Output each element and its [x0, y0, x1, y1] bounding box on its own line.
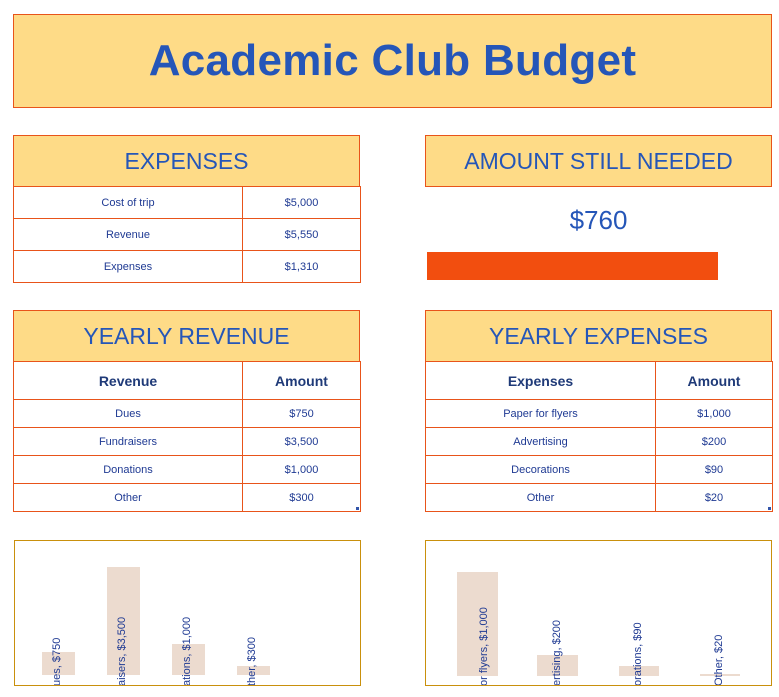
table-row: Advertising $200: [425, 427, 773, 456]
amount-needed-progress-bar: [427, 252, 718, 280]
chart-data-label: ertising, $200: [551, 619, 563, 686]
yearly-expenses-title: YEARLY EXPENSES: [488, 322, 709, 349]
table-header-row: Expenses Amount: [425, 361, 773, 400]
row-value[interactable]: $20: [655, 483, 773, 512]
revenue-bar-chart[interactable]: ues, $750 aisers, $3,500 ations, $1,000 …: [14, 540, 361, 686]
page-title: Academic Club Budget: [148, 36, 637, 85]
table-row: Decorations $90: [425, 455, 773, 484]
row-value[interactable]: $300: [242, 483, 361, 512]
chart-data-label: or flyers, $1,000: [478, 607, 490, 686]
expenses-summary-header: EXPENSES: [13, 135, 360, 187]
chart-bar-other[interactable]: [237, 666, 270, 675]
expenses-summary-table: Cost of trip $5,000 Revenue $5,550 Expen…: [13, 186, 361, 283]
row-label[interactable]: Other: [13, 483, 243, 512]
chart-bar-dues[interactable]: [42, 652, 75, 675]
chart-data-label: aisers, $3,500: [116, 616, 128, 686]
chart-data-label: ues, $750: [51, 637, 63, 686]
table-row: Dues $750: [13, 399, 361, 428]
chart-data-label: ations, $1,000: [181, 616, 193, 686]
amount-needed-value: $760: [569, 204, 628, 235]
amount-needed-title: AMOUNT STILL NEEDED: [464, 147, 733, 174]
expenses-summary-title: EXPENSES: [124, 147, 249, 174]
row-value[interactable]: $5,000: [242, 186, 361, 219]
table-row: Fundraisers $3,500: [13, 427, 361, 456]
row-value[interactable]: $3,500: [242, 427, 361, 456]
yearly-expenses-table: Expenses Amount Paper for flyers $1,000 …: [425, 361, 773, 512]
row-value[interactable]: $5,550: [242, 218, 361, 251]
column-header-revenue[interactable]: Revenue: [13, 361, 243, 400]
chart-bar-other[interactable]: [700, 674, 740, 676]
chart-bar-donations[interactable]: [172, 644, 205, 675]
chart-data-label: ther, $300: [246, 637, 258, 686]
table-row: Revenue $5,550: [13, 218, 361, 251]
row-label[interactable]: Other: [425, 483, 656, 512]
row-label[interactable]: Fundraisers: [13, 427, 243, 456]
row-label[interactable]: Revenue: [13, 218, 243, 251]
chart-data-label: Other, $20: [713, 634, 725, 686]
yearly-revenue-title: YEARLY REVENUE: [83, 322, 290, 349]
title-banner: Academic Club Budget: [13, 14, 772, 108]
row-value[interactable]: $1,000: [655, 399, 773, 428]
row-label[interactable]: Dues: [13, 399, 243, 428]
chart-bar-paper-for-flyers[interactable]: [457, 572, 498, 676]
expenses-bar-chart[interactable]: or flyers, $1,000 ertising, $200 oration…: [425, 540, 772, 686]
chart-bar-decorations[interactable]: [619, 666, 659, 676]
row-label[interactable]: Cost of trip: [13, 186, 243, 219]
column-header-expenses[interactable]: Expenses: [425, 361, 656, 400]
table-row: Expenses $1,310: [13, 250, 361, 283]
table-row: Other $20: [425, 483, 773, 512]
yearly-revenue-header: YEARLY REVENUE: [13, 310, 360, 362]
table-row: Cost of trip $5,000: [13, 186, 361, 219]
amount-needed-header: AMOUNT STILL NEEDED: [425, 135, 772, 187]
chart-bar-fundraisers[interactable]: [107, 567, 140, 675]
table-row: Other $300: [13, 483, 361, 512]
row-label[interactable]: Expenses: [13, 250, 243, 283]
table-resize-handle[interactable]: [768, 507, 771, 510]
row-value[interactable]: $1,310: [242, 250, 361, 283]
table-row: Donations $1,000: [13, 455, 361, 484]
row-label[interactable]: Decorations: [425, 455, 656, 484]
table-row: Paper for flyers $1,000: [425, 399, 773, 428]
row-label[interactable]: Donations: [13, 455, 243, 484]
table-resize-handle[interactable]: [356, 507, 359, 510]
column-header-amount[interactable]: Amount: [655, 361, 773, 400]
row-value[interactable]: $200: [655, 427, 773, 456]
row-label[interactable]: Paper for flyers: [425, 399, 656, 428]
table-header-row: Revenue Amount: [13, 361, 361, 400]
yearly-expenses-header: YEARLY EXPENSES: [425, 310, 772, 362]
yearly-revenue-table: Revenue Amount Dues $750 Fundraisers $3,…: [13, 361, 361, 512]
chart-data-label: orations, $90: [632, 622, 644, 686]
column-header-amount[interactable]: Amount: [242, 361, 361, 400]
row-value[interactable]: $1,000: [242, 455, 361, 484]
row-value[interactable]: $90: [655, 455, 773, 484]
row-label[interactable]: Advertising: [425, 427, 656, 456]
row-value[interactable]: $750: [242, 399, 361, 428]
chart-bar-advertising[interactable]: [537, 655, 578, 676]
